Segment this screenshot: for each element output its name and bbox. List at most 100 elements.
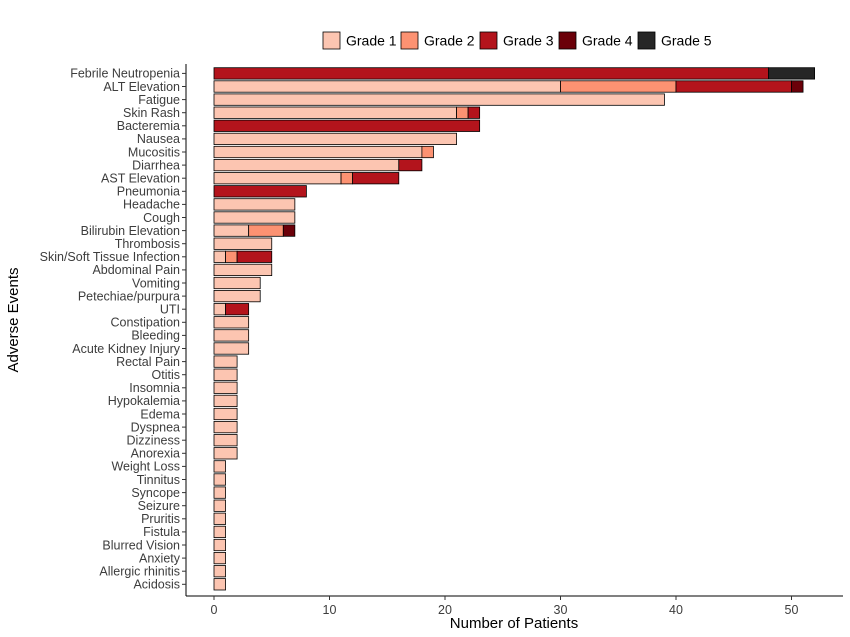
bar-acute-kidney-injury-grade-1 bbox=[213, 342, 250, 355]
bar-ast-elevation-grade-3 bbox=[352, 172, 400, 185]
bar-mucositis-grade-2 bbox=[421, 145, 434, 159]
bar-febrile-neutropenia-grade-3 bbox=[213, 67, 769, 80]
y-tick-label: Syncope bbox=[131, 486, 180, 500]
y-tick-label: Blurred Vision bbox=[102, 538, 180, 552]
bar-anxiety-grade-1 bbox=[213, 552, 226, 565]
bar-alt-elevation-grade-3 bbox=[675, 80, 792, 93]
bar-otitis-grade-1 bbox=[213, 368, 238, 381]
y-tick-label: Otitis bbox=[152, 368, 180, 382]
bar-vomiting-grade-1 bbox=[213, 276, 261, 290]
bar-syncope-grade-1 bbox=[213, 486, 226, 499]
bar-headache-grade-1 bbox=[213, 198, 296, 211]
bar-skin-soft-tissue-infection-grade-3 bbox=[236, 250, 273, 263]
bar-ast-elevation-grade-2 bbox=[340, 172, 353, 185]
y-tick-label: Anxiety bbox=[139, 551, 181, 565]
y-tick-label: Dyspnea bbox=[131, 420, 180, 434]
bar-fistula-grade-1 bbox=[213, 525, 226, 539]
bar-uti-grade-3 bbox=[225, 303, 250, 316]
y-tick-label: Febrile Neutropenia bbox=[70, 67, 180, 81]
y-tick-label: Diarrhea bbox=[132, 158, 180, 172]
bar-acidosis-grade-1 bbox=[213, 578, 226, 591]
bar-hypokalemia-grade-1 bbox=[213, 394, 238, 408]
legend-label-grade-4: Grade 4 bbox=[582, 33, 633, 49]
y-tick-label: Nausea bbox=[137, 132, 180, 146]
y-tick-label: Tinnitus bbox=[137, 473, 180, 487]
y-tick-label: Bacteremia bbox=[117, 119, 180, 133]
legend-swatch-grade-5 bbox=[637, 31, 656, 50]
legend-swatch-grade-3 bbox=[479, 31, 498, 50]
y-tick-label: Bilirubin Elevation bbox=[81, 224, 180, 238]
bar-alt-elevation-grade-1 bbox=[213, 80, 561, 93]
x-tick-label: 10 bbox=[323, 603, 337, 617]
bar-dizziness-grade-1 bbox=[213, 434, 238, 447]
bar-edema-grade-1 bbox=[213, 407, 238, 421]
y-tick-label: Anorexia bbox=[131, 447, 180, 461]
bar-rectal-pain-grade-1 bbox=[213, 355, 238, 368]
bar-skin-rash-grade-1 bbox=[213, 106, 457, 119]
bar-bleeding-grade-1 bbox=[213, 329, 250, 342]
bar-area bbox=[213, 67, 816, 591]
bar-allergic-rhinitis-grade-1 bbox=[213, 565, 226, 578]
y-tick-label: Bleeding bbox=[131, 329, 180, 343]
y-tick-label: Acidosis bbox=[133, 578, 180, 592]
y-tick-label: Fatigue bbox=[138, 93, 180, 107]
x-tick-label: 40 bbox=[669, 603, 683, 617]
bar-cough-grade-1 bbox=[213, 211, 296, 224]
bar-alt-elevation-grade-4 bbox=[791, 80, 804, 93]
y-tick-label: Acute Kidney Injury bbox=[72, 342, 180, 356]
bar-petechiae-purpura-grade-1 bbox=[213, 289, 261, 303]
bar-tinnitus-grade-1 bbox=[213, 473, 226, 486]
bar-insomnia-grade-1 bbox=[213, 381, 238, 394]
bar-diarrhea-grade-3 bbox=[398, 158, 423, 172]
bar-bacteremia-grade-3 bbox=[213, 119, 481, 132]
bar-abdominal-pain-grade-1 bbox=[213, 263, 273, 277]
x-axis-title: Number of Patients bbox=[450, 615, 578, 632]
y-tick-label: Cough bbox=[143, 211, 180, 225]
y-tick-label: Pruritis bbox=[141, 512, 180, 526]
bar-pruritis-grade-1 bbox=[213, 512, 226, 525]
x-tick-label: 50 bbox=[785, 603, 799, 617]
bar-anorexia-grade-1 bbox=[213, 447, 238, 460]
y-tick-label: Mucositis bbox=[128, 145, 180, 159]
bar-bilirubin-elevation-grade-4 bbox=[282, 224, 296, 237]
y-tick-label: Dizziness bbox=[127, 434, 181, 448]
bar-constipation-grade-1 bbox=[213, 316, 250, 329]
y-tick-label: Rectal Pain bbox=[116, 355, 180, 369]
y-tick-label: Seizure bbox=[138, 499, 180, 513]
legend-swatch-grade-2 bbox=[400, 31, 419, 50]
bar-nausea-grade-1 bbox=[213, 132, 457, 145]
y-tick-label: Abdominal Pain bbox=[92, 263, 180, 277]
bar-thrombosis-grade-1 bbox=[213, 237, 273, 250]
bar-mucositis-grade-1 bbox=[213, 145, 423, 159]
legend-swatch-grade-1 bbox=[322, 31, 341, 50]
legend-label-grade-2: Grade 2 bbox=[424, 33, 475, 49]
bar-seizure-grade-1 bbox=[213, 499, 226, 512]
bar-skin-soft-tissue-infection-grade-1 bbox=[213, 250, 226, 263]
bar-blurred-vision-grade-1 bbox=[213, 538, 226, 552]
y-tick-label: Pneumonia bbox=[117, 185, 180, 199]
y-tick-label: Fistula bbox=[143, 525, 180, 539]
legend-label-grade-1: Grade 1 bbox=[346, 33, 397, 49]
x-tick-label: 20 bbox=[438, 603, 452, 617]
x-tick-label: 0 bbox=[211, 603, 218, 617]
y-axis-title: Adverse Events bbox=[5, 267, 22, 372]
y-tick-label: Allergic rhinitis bbox=[99, 565, 180, 579]
bar-bilirubin-elevation-grade-2 bbox=[248, 224, 284, 237]
bar-pneumonia-grade-3 bbox=[213, 185, 307, 198]
legend-swatch-grade-4 bbox=[558, 31, 577, 50]
bar-bilirubin-elevation-grade-1 bbox=[213, 224, 250, 237]
x-axis: 0 10 20 30 40 50 bbox=[186, 595, 843, 617]
y-tick-label: Hypokalemia bbox=[108, 394, 180, 408]
y-tick-label: Insomnia bbox=[129, 381, 180, 395]
legend-label-grade-5: Grade 5 bbox=[661, 33, 712, 49]
bar-skin-rash-grade-2 bbox=[456, 106, 469, 119]
y-tick-label: Weight Loss bbox=[111, 460, 180, 474]
bar-weight-loss-grade-1 bbox=[213, 460, 226, 473]
y-tick-label: AST Elevation bbox=[101, 172, 180, 186]
x-tick-label: 30 bbox=[554, 603, 568, 617]
bar-fatigue-grade-1 bbox=[213, 93, 665, 106]
bar-ast-elevation-grade-1 bbox=[213, 172, 342, 185]
y-tick-label: Vomiting bbox=[132, 276, 180, 290]
bar-skin-soft-tissue-infection-grade-2 bbox=[225, 250, 238, 263]
